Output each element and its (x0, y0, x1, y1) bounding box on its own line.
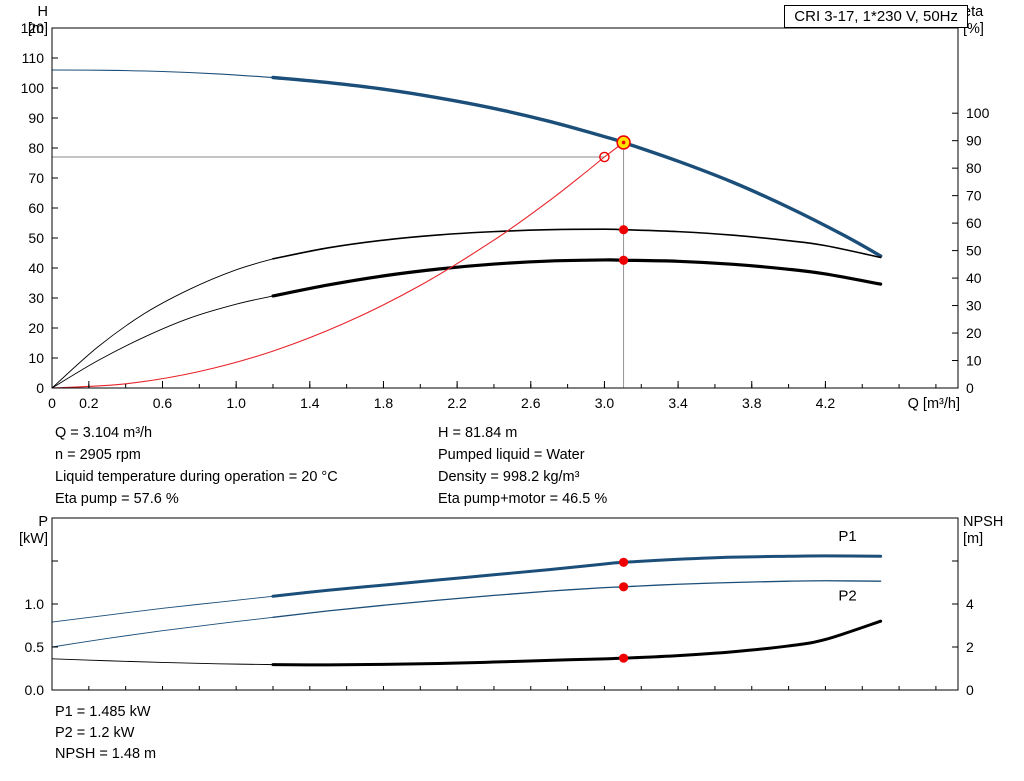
x-tick-label: 1.4 (300, 395, 320, 411)
operating-point-dot (618, 653, 629, 663)
y-left-axis-label: H (38, 4, 48, 20)
y-left-tick-label: 70 (28, 170, 44, 186)
eta-pump-lead-in-curve (51, 258, 274, 389)
info-p1: P1 = 1.485 kW (55, 704, 151, 720)
y-right-axis-label: eta (963, 4, 984, 20)
eta-pump-motor-curve (271, 258, 883, 298)
head-curve (271, 75, 883, 258)
p2-lead-in-curve (51, 616, 274, 648)
y-right-tick-label: 20 (966, 325, 982, 341)
series-label-p2: P2 (838, 588, 856, 605)
y-right-tick-label: 90 (966, 133, 982, 149)
eta-pump-motor-lead-in-curve (51, 295, 274, 389)
x-tick-label: 3.4 (668, 395, 688, 411)
y-left-tick-label: 20 (28, 320, 44, 336)
y-left-tick-label: 10 (28, 350, 44, 366)
y-left-tick-label: 100 (21, 80, 45, 96)
y-left-tick-label: 40 (28, 260, 44, 276)
info-density: Density = 998.2 kg/m³ (438, 469, 580, 485)
operating-point-dot (618, 582, 629, 592)
p1-curve (271, 554, 883, 598)
info-eta-pump: Eta pump = 57.6 % (55, 491, 179, 507)
y-right-tick-label: 0 (966, 682, 974, 698)
y-left-tick-label: 0 (36, 380, 44, 396)
x-tick-label: 2.6 (521, 395, 541, 411)
y-right-tick-label: 4 (966, 596, 974, 612)
info-liquid-temp: Liquid temperature during operation = 20… (55, 469, 338, 485)
x-tick-label: 1.0 (226, 395, 246, 411)
system-curve-curve (51, 141, 625, 389)
pump-curve-sheet: CRI 3-17, 1*230 V, 50Hz 0 0.2 0.6 1.0 1.4 1.8… (0, 4, 1024, 765)
y-right-tick-label: 80 (966, 160, 982, 176)
duty-info-block: Q = 3.104 m³/h H = 81.84 m n = 2905 rpm … (55, 422, 1024, 510)
y-left-tick-label: 50 (28, 230, 44, 246)
requested-duty-marker (599, 151, 610, 163)
y-left-tick-label: 0.0 (25, 682, 45, 698)
y-left-tick-label: 0.5 (25, 639, 45, 655)
p1-lead-in-curve (51, 595, 274, 623)
y-right-tick-label: 10 (966, 353, 982, 369)
p2-curve (272, 580, 882, 618)
power-npsh-chart: 0.0 0.5 1.0 P[kW] 0 2 4 NPSH[m] P1 P2 (19, 514, 1003, 698)
y-left-axis-label: [m] (28, 21, 48, 37)
info-npsh: NPSH = 1.48 m (55, 746, 157, 762)
y-right-tick-label: 30 (966, 298, 982, 314)
y-right-axis-label: [m] (963, 531, 983, 547)
series-label-p1: P1 (838, 528, 856, 545)
qh-eta-chart: 0 0.2 0.6 1.0 1.4 1.8 2.2 2.6 3.0 3.4 3.8 4.2 Q [m³/… (21, 4, 990, 412)
info-p2: P2 = 1.2 kW (55, 725, 135, 741)
power-npsh-chart-area: 0.0 0.5 1.0 P [kW] 0 2 4 NPSH [m] P1 P2 (0, 510, 1024, 700)
y-left-axis-label: [kW] (19, 531, 48, 547)
plot-frame (51, 517, 959, 691)
y-right-axis-label: [%] (963, 21, 984, 37)
x-axis-label: Q [m³/h] (908, 396, 960, 412)
x-tick-label: 0 (48, 395, 56, 411)
info-eta-pump-motor: Eta pump+motor = 46.5 % (438, 491, 608, 507)
plot-frame (51, 27, 959, 389)
duty-point-center (621, 140, 626, 145)
y-left-tick-label: 110 (22, 50, 45, 66)
y-left-tick-label: 80 (28, 140, 44, 156)
x-tick-label: 3.8 (742, 395, 762, 411)
info-h: H = 81.84 m (438, 425, 518, 441)
info-q: Q = 3.104 m³/h (55, 425, 153, 441)
x-tick-label: 4.2 (816, 395, 836, 411)
y-left-tick-label: 90 (28, 110, 44, 126)
power-info-block: P1 = 1.485 kW P2 = 1.2 kW NPSH = 1.48 m (55, 702, 1024, 765)
y-right-axis-label: NPSH (963, 514, 1003, 530)
y-right-tick-label: 60 (966, 215, 982, 231)
info-n: n = 2905 rpm (55, 447, 141, 463)
operating-point-dot (618, 557, 629, 567)
x-tick-label: 1.8 (374, 395, 394, 411)
y-left-tick-label: 30 (28, 290, 44, 306)
npsh-curve (271, 619, 883, 667)
x-tick-label: 3.0 (595, 395, 615, 411)
npsh-lead-in-curve (51, 658, 274, 666)
y-left-tick-label: 1.0 (25, 596, 45, 612)
x-tick-label: 0.2 (79, 395, 99, 411)
x-tick-label: 0.6 (153, 395, 173, 411)
y-left-tick-label: 60 (28, 200, 44, 216)
y-left-axis-label: P (38, 514, 48, 530)
operating-point-dot (618, 255, 629, 265)
qh-eta-chart-area: CRI 3-17, 1*230 V, 50Hz 0 0.2 0.6 1.0 1.4 1.8… (21, 4, 990, 412)
y-right-tick-label: 70 (966, 188, 982, 204)
operating-point-dot (618, 225, 629, 235)
head-lead-in-curve (51, 69, 274, 79)
y-right-tick-label: 50 (966, 243, 982, 259)
y-right-tick-label: 40 (966, 270, 982, 286)
y-right-tick-label: 2 (966, 639, 974, 655)
y-right-tick-label: 0 (966, 380, 974, 396)
eta-pump-curve (272, 228, 882, 260)
x-tick-label: 2.2 (447, 395, 467, 411)
y-left-tick-label: 120 (21, 20, 45, 36)
chart-title-box: CRI 3-17, 1*230 V, 50Hz (784, 5, 968, 28)
info-pumped-liquid: Pumped liquid = Water (438, 447, 585, 463)
y-right-tick-label: 100 (966, 105, 990, 121)
